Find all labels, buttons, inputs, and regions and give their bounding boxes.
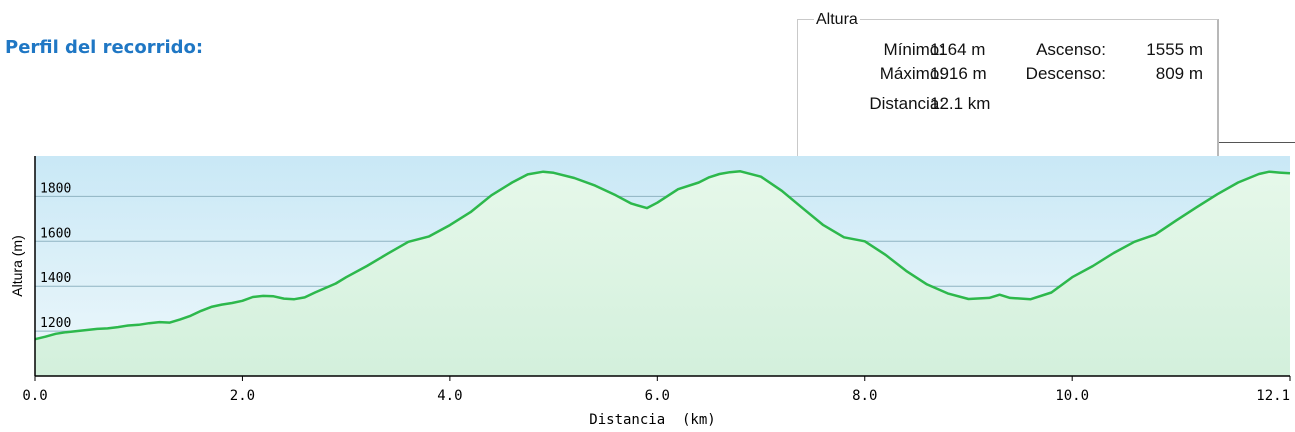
x-tick-label: 2.0	[230, 388, 255, 404]
axes	[34, 156, 1291, 381]
x-tick-label: 6.0	[645, 388, 670, 404]
x-tick-label: 8.0	[852, 388, 877, 404]
ascent-label: Ascenso:	[1036, 40, 1106, 59]
stats-legend: Altura	[814, 11, 860, 29]
y-tick-label: 1200	[40, 316, 71, 331]
x-tick-label: 4.0	[437, 388, 462, 404]
max-label: Máximo:	[879, 64, 944, 83]
distance-label: Distancia:	[869, 94, 944, 113]
y-tick-label: 1800	[40, 181, 71, 196]
descent-label: Descenso:	[1025, 64, 1106, 83]
x-tick-label: 10.0	[1055, 388, 1089, 404]
x-axis-label: Distancia (km)	[589, 412, 715, 428]
x-tick-labels: 0.0 2.0 4.0 6.0 8.0 10.0 12.1	[22, 388, 1290, 404]
descent-value: 809 m	[1155, 64, 1203, 83]
elevation-line	[34, 170, 1291, 341]
min-value: 1164 m	[930, 40, 986, 59]
y-axis-label: Altura (m)	[9, 235, 25, 296]
altitude-stats-panel: Altura Mínimo: 1164 m Ascenso: 1555 m Má…	[797, 11, 1219, 158]
elevation-area-fill	[35, 171, 1290, 376]
x-tick-label: 12.1	[1256, 388, 1290, 404]
chart-top-rule	[1219, 142, 1295, 143]
y-tick-label: 1400	[40, 271, 71, 286]
y-tick-labels: 1200 1400 1600 1800	[40, 181, 71, 331]
page-heading: Perfil del recorrido:	[5, 37, 204, 58]
y-tick-label: 1600	[40, 226, 71, 241]
max-value: 1916 m	[930, 64, 987, 83]
min-label: Mínimo:	[883, 40, 944, 59]
x-tick-label: 0.0	[22, 388, 47, 404]
ascent-value: 1555 m	[1146, 40, 1203, 59]
distance-value: 12.1 km	[930, 94, 991, 113]
